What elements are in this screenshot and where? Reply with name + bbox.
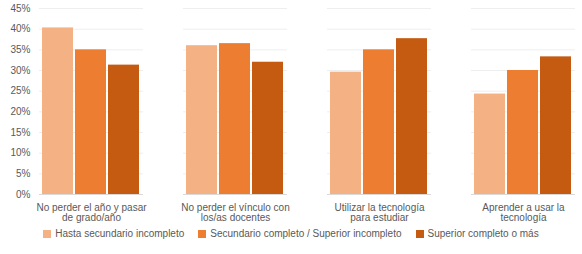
svg-text:10%: 10% [10, 147, 30, 158]
html-text:Secundario completo / Superior: Secundario completo / Superior incomplet… [210, 228, 402, 239]
html-text:Hasta secundario incompleto: Hasta secundario incompleto [55, 228, 185, 239]
svg-text:25%: 25% [10, 85, 30, 96]
svg-text:No perder el año y pasarde gra: No perder el año y pasarde grado/año [36, 202, 147, 223]
svg-text:45%: 45% [10, 3, 30, 14]
svg-text:15%: 15% [10, 127, 30, 138]
svg-text:20%: 20% [10, 106, 30, 117]
svg-text:Aprender a usar latecnología: Aprender a usar latecnología [482, 202, 565, 223]
svg-text:0%: 0% [16, 189, 31, 200]
svg-text:No perder el vínculo conlos/as: No perder el vínculo conlos/as docentes [181, 202, 289, 223]
svg-text:35%: 35% [10, 44, 30, 55]
svg-text:5%: 5% [16, 168, 31, 179]
html-text:Superior completo o más: Superior completo o más [427, 228, 539, 239]
svg-text:40%: 40% [10, 23, 30, 34]
svg-text:Utilizar la tecnologíapara est: Utilizar la tecnologíapara estudiar [334, 202, 424, 223]
svg-text:30%: 30% [10, 65, 30, 76]
